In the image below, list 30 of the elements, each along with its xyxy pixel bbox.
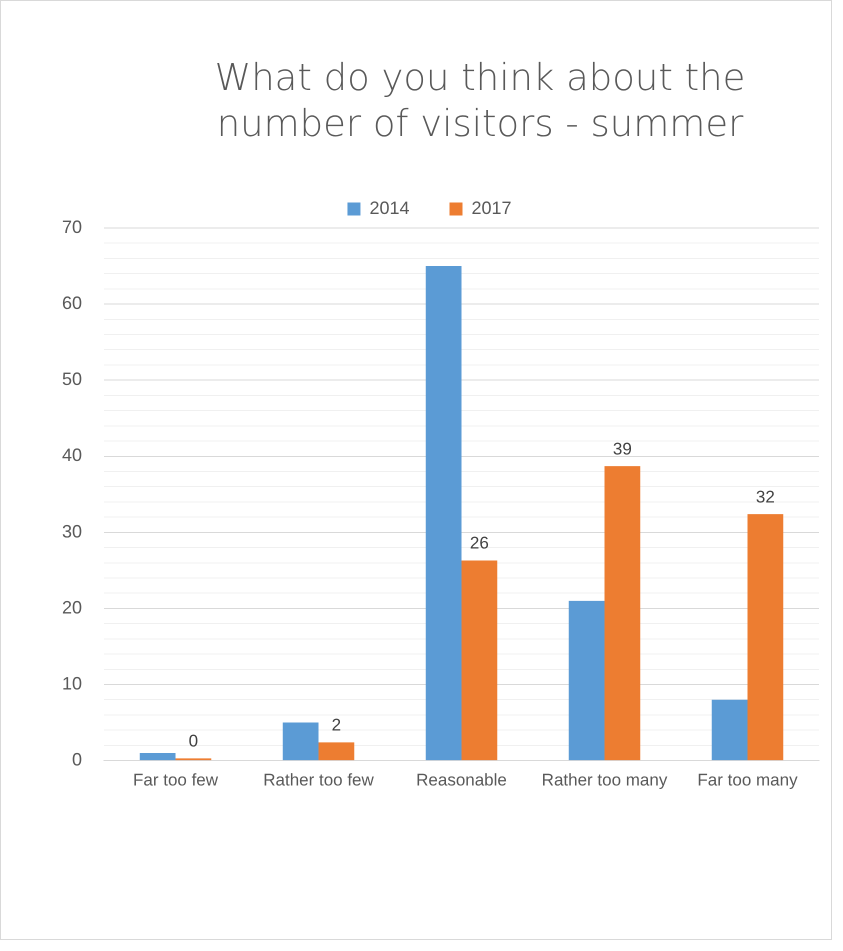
bar <box>140 752 176 760</box>
legend-label: 2017 <box>472 198 512 218</box>
data-label: 2 <box>332 716 342 735</box>
x-tick-label: Rather too few <box>263 770 375 790</box>
data-label: 26 <box>470 534 489 553</box>
y-tick-label: 20 <box>62 597 82 618</box>
bar <box>462 560 498 760</box>
y-tick-label: 40 <box>62 445 82 466</box>
x-tick-label: Reasonable <box>416 770 507 790</box>
chart-title: What do you think about the number of visitors - summer <box>214 55 746 147</box>
x-tick-label: Rather too many <box>542 770 668 790</box>
legend-label: 2014 <box>369 198 410 218</box>
data-label: 0 <box>188 732 198 751</box>
x-tick-label: Far too few <box>132 770 219 790</box>
bar <box>712 700 748 760</box>
data-label: 32 <box>756 487 775 506</box>
y-tick-label: 30 <box>62 521 82 542</box>
bar <box>318 742 354 760</box>
bar <box>568 600 605 760</box>
x-tick-label: Far too many <box>697 770 798 790</box>
y-tick-label: 50 <box>62 369 82 390</box>
y-tick-label: 0 <box>72 750 82 770</box>
data-label: 39 <box>612 439 632 458</box>
y-tick-label: 10 <box>62 673 82 694</box>
bar <box>604 466 640 760</box>
bar <box>426 266 462 760</box>
y-tick-label: 70 <box>62 216 82 237</box>
y-tick-label: 60 <box>62 293 82 314</box>
bar <box>282 722 319 760</box>
bar <box>748 514 784 760</box>
